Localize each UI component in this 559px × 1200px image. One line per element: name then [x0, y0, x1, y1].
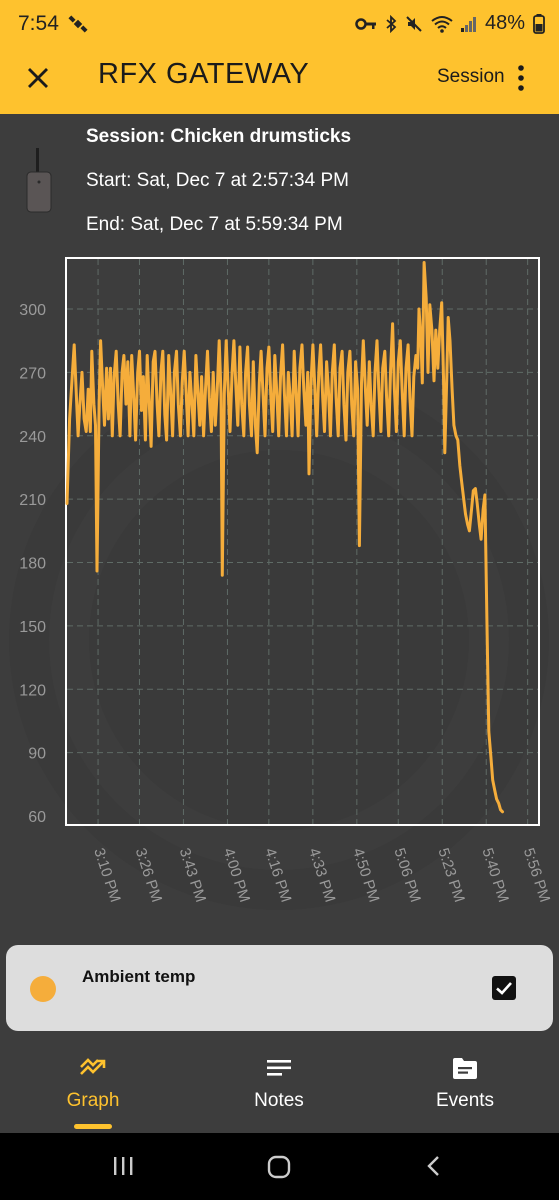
session-end: End: Sat, Dec 7 at 5:59:34 PM [86, 214, 343, 235]
satellite-icon [68, 15, 88, 33]
notes-icon [267, 1060, 291, 1076]
series-visible-checkbox[interactable] [492, 976, 516, 1000]
app-header: 7:54 48% [0, 0, 559, 114]
x-tick-label: 5:40 PM [478, 846, 511, 904]
session-menu-button[interactable]: Session [437, 66, 505, 87]
watermark [9, 370, 549, 910]
status-icons: 48% [355, 12, 545, 35]
y-tick-label: 210 [19, 492, 46, 509]
app-title: RFX GATEWAY [98, 58, 310, 90]
tab-events[interactable]: Events [372, 1040, 558, 1132]
tab-graph[interactable]: Graph [0, 1040, 186, 1132]
active-tab-indicator [74, 1124, 112, 1129]
y-tick-label: 240 [19, 429, 46, 446]
events-icon [453, 1058, 477, 1079]
session-start: Start: Sat, Dec 7 at 2:57:34 PM [86, 170, 349, 191]
battery-icon [533, 13, 545, 34]
home-icon[interactable] [267, 1155, 291, 1179]
x-tick-label: 5:23 PM [434, 846, 467, 904]
tab-events-label: Events [435, 1090, 495, 1111]
x-tick-label: 5:56 PM [520, 846, 553, 904]
y-tick-label: 120 [19, 682, 46, 699]
bluetooth-icon [386, 14, 397, 33]
y-tick-label: 150 [19, 619, 46, 636]
y-tick-label: 270 [19, 365, 46, 382]
y-tick-label: 180 [19, 556, 46, 573]
tab-notes[interactable]: Notes [186, 1040, 372, 1132]
legend-label: Ambient temp [82, 967, 196, 986]
y-tick-label: 90 [28, 746, 46, 763]
y-tick-label: 60 [28, 809, 46, 826]
back-icon[interactable] [426, 1155, 442, 1177]
series-line-ambient-temp [65, 261, 504, 814]
plot-frame [65, 257, 540, 826]
close-icon[interactable] [24, 64, 52, 92]
status-time: 7:54 [18, 12, 59, 35]
recent-apps-icon[interactable] [112, 1155, 134, 1177]
key-icon [355, 17, 376, 30]
more-vert-icon[interactable] [512, 64, 530, 92]
system-nav-bar [0, 1133, 559, 1200]
y-tick-label: 300 [19, 302, 46, 319]
probe-device-icon [26, 148, 52, 213]
battery-percent: 48% [484, 12, 525, 34]
mute-icon [406, 15, 422, 32]
session-title: Session: Chicken drumsticks [86, 126, 352, 147]
trending-icon [80, 1058, 106, 1075]
tab-notes-label: Notes [254, 1090, 304, 1111]
series-color-dot [30, 976, 56, 1002]
checkmark-icon [496, 982, 512, 995]
legend-card: Ambient temp [6, 945, 553, 1031]
wifi-icon [431, 15, 453, 33]
tab-graph-label: Graph [66, 1090, 120, 1111]
signal-icon [460, 16, 476, 32]
bottom-nav: Graph Notes Events [0, 1040, 559, 1132]
